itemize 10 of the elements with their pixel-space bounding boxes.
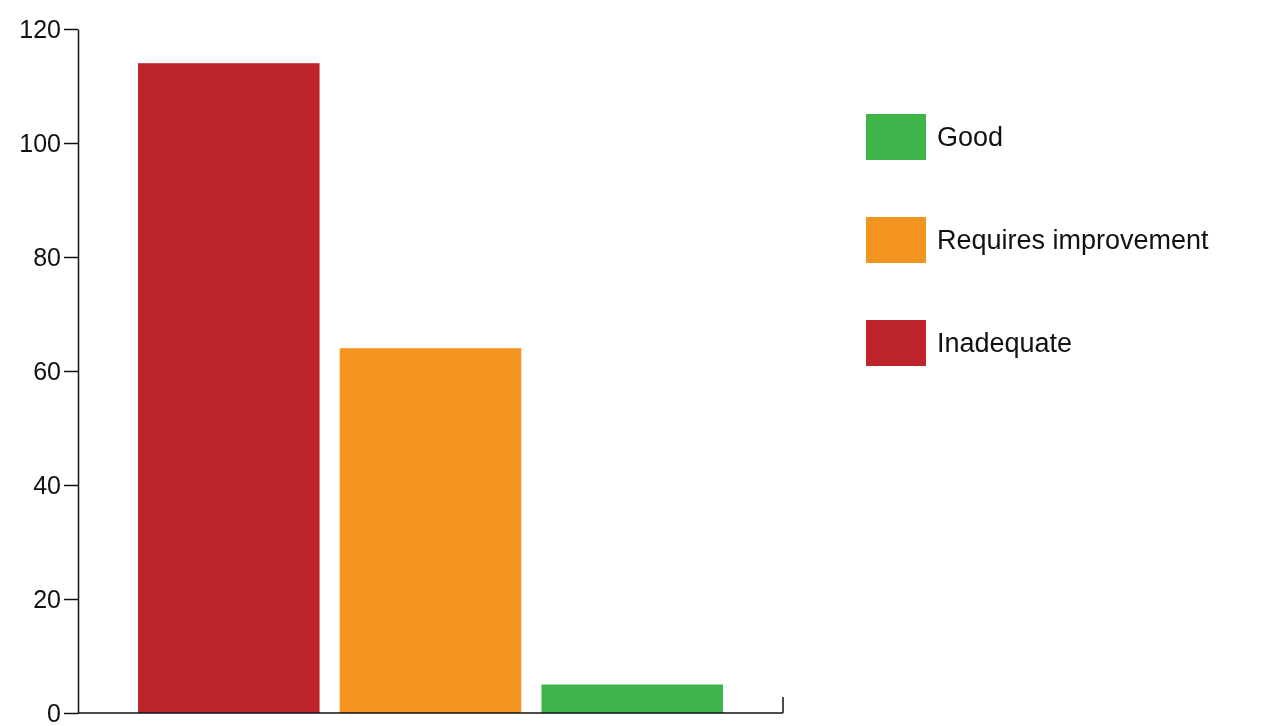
legend-label: Good (937, 122, 1004, 153)
y-tick-label: 100 (19, 128, 61, 157)
y-tick-label: 120 (19, 14, 61, 43)
legend-label: Inadequate (937, 328, 1073, 359)
legend-label: Requires improvement (937, 225, 1210, 256)
y-tick-label: 40 (33, 470, 61, 499)
y-tick-label: 80 (33, 242, 61, 271)
y-tick-label: 60 (33, 356, 61, 385)
y-tick-label: 0 (47, 698, 61, 726)
y-tick-label: 20 (33, 584, 61, 613)
